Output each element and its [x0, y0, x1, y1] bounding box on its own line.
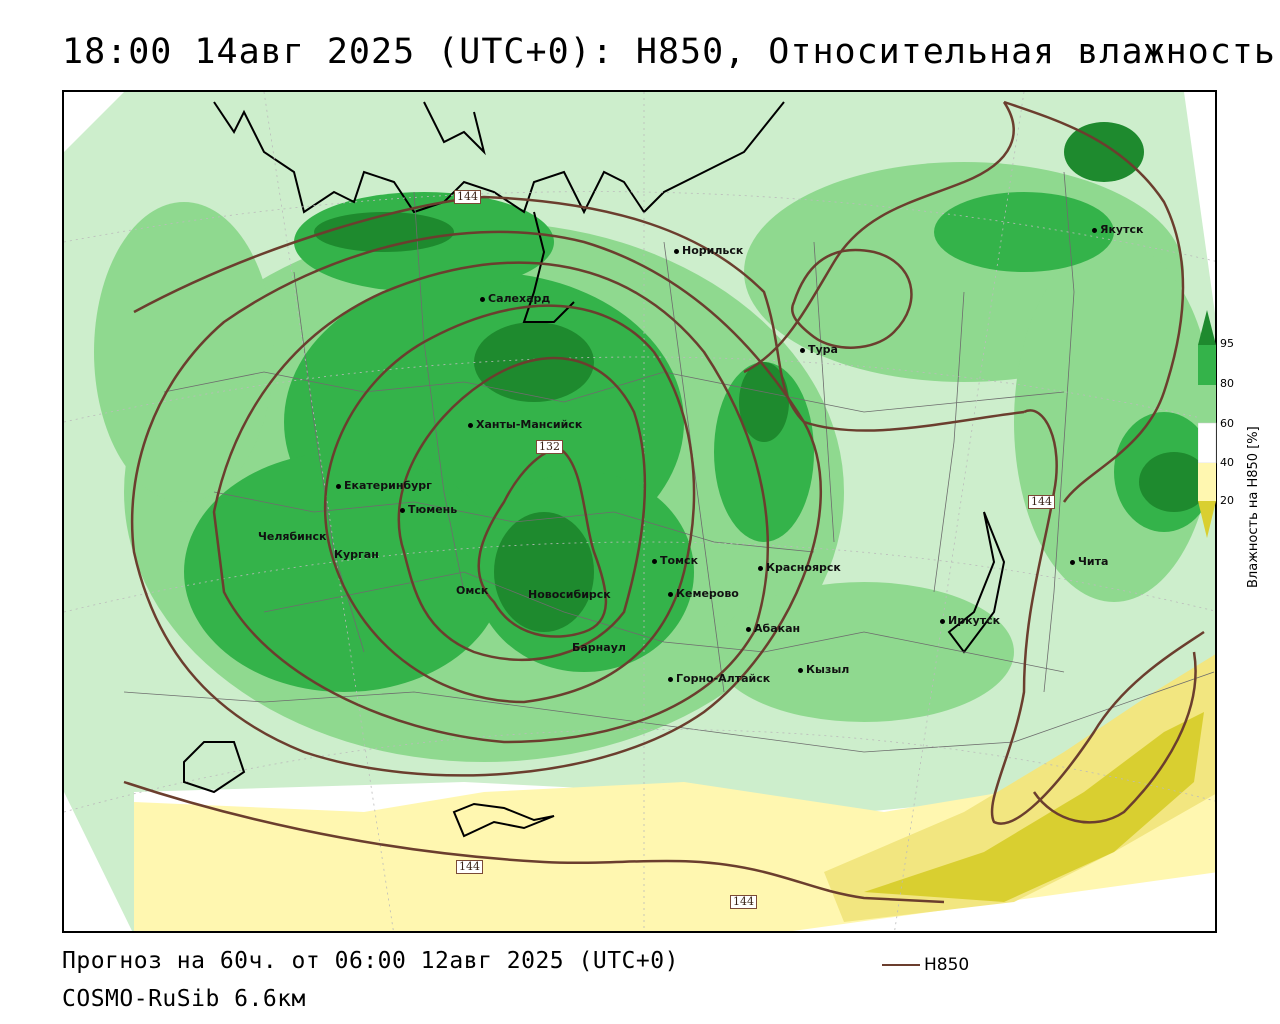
city-name: Красноярск — [766, 561, 841, 574]
city-dot — [668, 591, 673, 597]
humidity-colorbar — [1198, 310, 1217, 538]
city-label: Екатеринбург — [336, 479, 432, 492]
city-dot — [1070, 559, 1075, 565]
city-name: Курган — [334, 548, 379, 561]
contour-label: 144 — [454, 190, 481, 204]
city-name: Тура — [808, 343, 838, 356]
city-dot — [798, 667, 803, 673]
city-dot — [674, 248, 679, 254]
city-name: Норильск — [682, 244, 744, 257]
map-title: 18:00 14авг 2025 (UTC+0): H850, Относите… — [62, 32, 1276, 72]
humidity-map — [64, 92, 1215, 931]
city-label: Салехард — [480, 292, 550, 305]
city-label: Красноярск — [758, 561, 841, 574]
city-dot — [468, 422, 473, 428]
contour-label: 132 — [536, 440, 563, 454]
contour-legend-label: H850 — [924, 955, 970, 975]
city-label: Горно-Алтайск — [668, 672, 770, 685]
contour-label: 144 — [1028, 495, 1055, 509]
city-name: Иркутск — [948, 614, 1001, 627]
contour-label: 144 — [730, 895, 757, 909]
city-dot — [746, 626, 751, 632]
city-dot — [336, 483, 341, 489]
city-label: Барнаул — [572, 641, 626, 654]
city-label: Ханты-Мансийск — [468, 418, 582, 431]
city-label: Кемерово — [668, 587, 739, 600]
city-dot — [758, 565, 763, 571]
city-name: Горно-Алтайск — [676, 672, 771, 685]
city-name: Тюмень — [408, 503, 458, 516]
city-name: Омск — [456, 584, 489, 597]
city-name: Кызыл — [806, 663, 850, 676]
city-name: Абакан — [754, 622, 801, 635]
city-label: Тура — [800, 343, 838, 356]
city-dot — [668, 676, 673, 682]
city-name: Томск — [660, 554, 699, 567]
colorbar-tick: 60 — [1220, 417, 1234, 430]
colorbar-tick: 80 — [1220, 377, 1234, 390]
colorbar-tick: 95 — [1220, 337, 1234, 350]
lat-lon-grid — [64, 92, 1215, 931]
forecast-info: Прогноз на 60ч. от 06:00 12авг 2025 (UTC… — [62, 948, 679, 974]
city-label: Чита — [1070, 555, 1108, 568]
city-label: Иркутск — [940, 614, 1000, 627]
contour-label: 144 — [456, 860, 483, 874]
city-name: Барнаул — [572, 641, 626, 654]
city-name: Якутск — [1100, 223, 1144, 236]
colorbar-tick: 40 — [1220, 456, 1234, 469]
city-label: Якутск — [1092, 223, 1143, 236]
city-label: Абакан — [746, 622, 800, 635]
city-name: Салехард — [488, 292, 551, 305]
city-name: Челябинск — [258, 530, 327, 543]
city-label: Томск — [652, 554, 698, 567]
city-name: Ханты-Мансийск — [476, 418, 583, 431]
map-panel: 144 132 144 144 144 Норильск Якутск Сале… — [62, 90, 1217, 933]
city-label: Челябинск — [258, 530, 326, 543]
city-label: Кызыл — [798, 663, 849, 676]
city-label: Омск — [456, 584, 488, 597]
city-label: Тюмень — [400, 503, 457, 516]
city-name: Екатеринбург — [344, 479, 432, 492]
colorbar-title: Влажность на H850 [%] — [1246, 426, 1261, 588]
region-borders — [123, 171, 1215, 753]
city-label: Курган — [334, 548, 379, 561]
h850-contours — [123, 100, 1205, 904]
city-dot — [400, 507, 405, 513]
city-dot — [1092, 227, 1097, 233]
city-dot — [652, 558, 657, 564]
humidity-dry-areas — [134, 654, 1215, 931]
contour-legend-line — [882, 964, 920, 966]
colorbar-tick: 20 — [1220, 494, 1234, 507]
city-name: Чита — [1078, 555, 1109, 568]
city-name: Новосибирск — [528, 588, 611, 601]
city-dot — [480, 296, 485, 302]
city-dot — [800, 347, 805, 353]
model-name: COSMO-RuSib 6.6км — [62, 986, 306, 1012]
city-label: Новосибирск — [528, 588, 611, 601]
city-name: Кемерово — [676, 587, 739, 600]
city-dot — [940, 618, 945, 624]
city-label: Норильск — [674, 244, 743, 257]
